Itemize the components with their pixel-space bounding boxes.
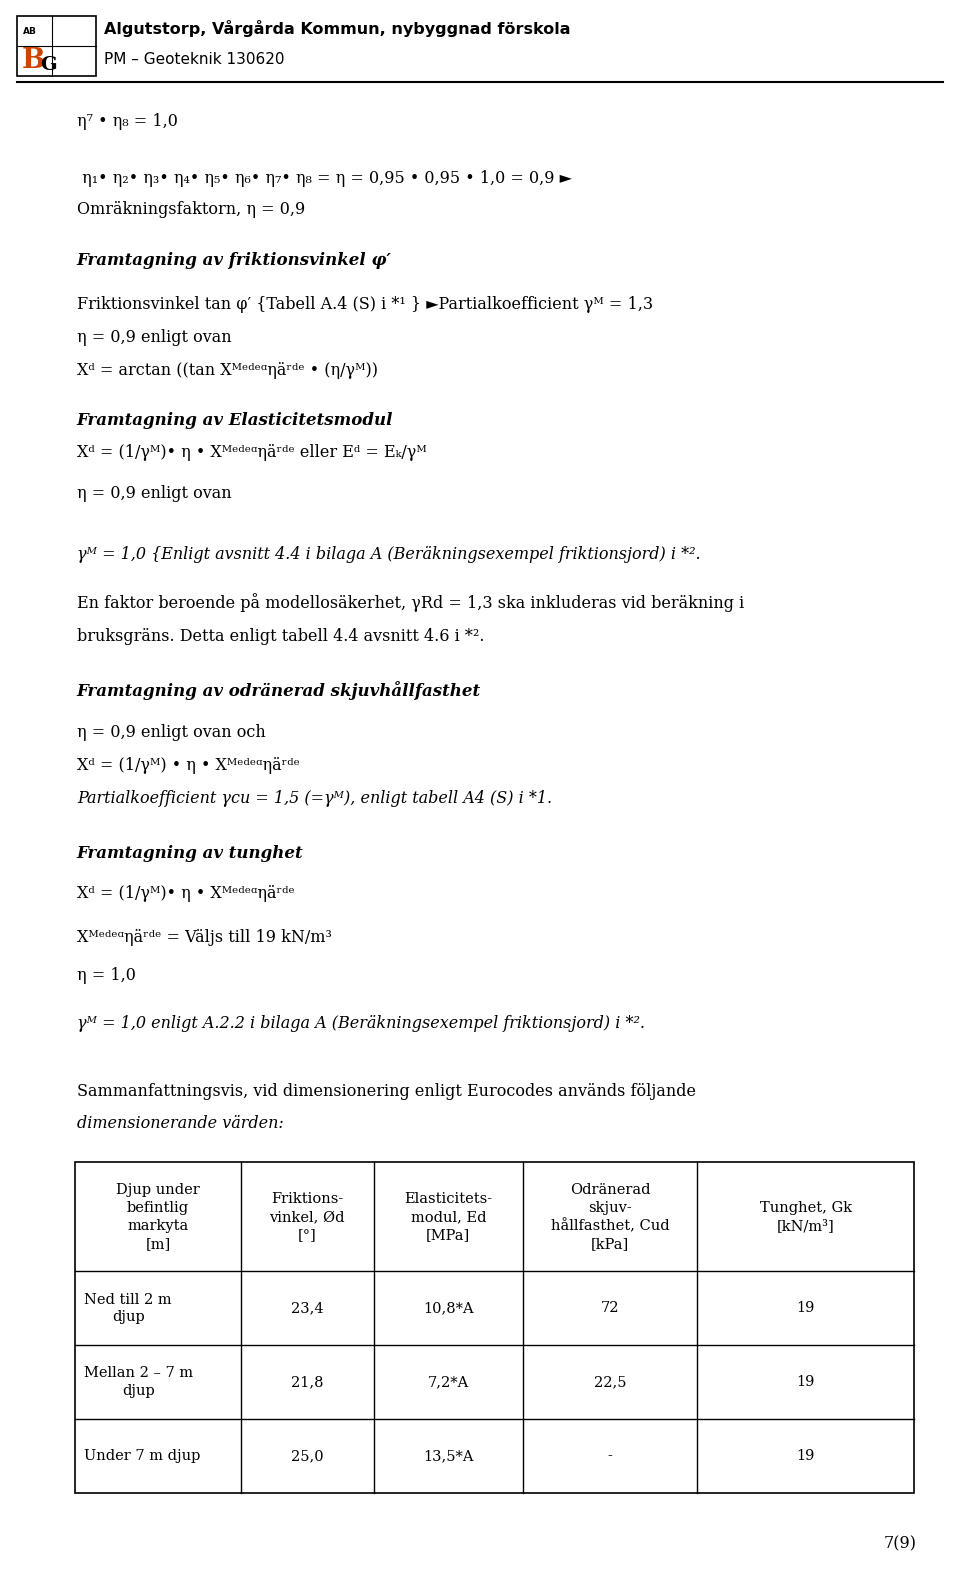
Text: 13,5*A: 13,5*A <box>423 1449 473 1463</box>
Text: 10,8*A: 10,8*A <box>423 1301 473 1315</box>
Text: η = 1,0: η = 1,0 <box>77 967 135 984</box>
Text: 19: 19 <box>797 1301 815 1315</box>
Text: 19: 19 <box>797 1449 815 1463</box>
Text: Odränerad
skjuv-
hållfasthet, Cud
[kPa]: Odränerad skjuv- hållfasthet, Cud [kPa] <box>551 1183 669 1251</box>
Text: γᴹ = 1,0 enligt A.2.2 i bilaga A (Beräkningsexempel friktionsjord) i *².: γᴹ = 1,0 enligt A.2.2 i bilaga A (Beräkn… <box>77 1016 645 1033</box>
Text: Elasticitets-
modul, Ed
[MPa]: Elasticitets- modul, Ed [MPa] <box>404 1192 492 1241</box>
Text: dimensionerande värden:: dimensionerande värden: <box>77 1115 283 1132</box>
Text: Ned till 2 m
djup: Ned till 2 m djup <box>84 1293 172 1325</box>
Text: 19: 19 <box>797 1375 815 1389</box>
Text: Framtagning av tunghet: Framtagning av tunghet <box>77 846 303 863</box>
Bar <box>17 16 96 76</box>
Text: γᴹ = 1,0 {Enligt avsnitt 4.4 i bilaga A (Beräkningsexempel friktionsjord) i *².: γᴹ = 1,0 {Enligt avsnitt 4.4 i bilaga A … <box>77 547 701 564</box>
Text: Xᵈ = (1/γᴹ) • η • Xᴹᵉᵈᵉᵅηäʳᵈᵉ: Xᵈ = (1/γᴹ) • η • Xᴹᵉᵈᵉᵅηäʳᵈᵉ <box>77 758 300 775</box>
Text: Friktions-
vinkel, Ød
[°]: Friktions- vinkel, Ød [°] <box>270 1192 345 1241</box>
Text: 23,4: 23,4 <box>291 1301 324 1315</box>
Text: η = 0,9 enligt ovan: η = 0,9 enligt ovan <box>77 329 231 346</box>
Text: η = 0,9 enligt ovan: η = 0,9 enligt ovan <box>77 485 231 502</box>
Text: η⁷ • η₈ = 1,0: η⁷ • η₈ = 1,0 <box>77 113 178 131</box>
Bar <box>75 1162 914 1493</box>
Text: 7(9): 7(9) <box>884 1536 917 1551</box>
Text: -: - <box>608 1449 612 1463</box>
Text: B: B <box>22 47 45 74</box>
Text: G: G <box>40 57 57 74</box>
Text: Tunghet, Gk
[kN/m³]: Tunghet, Gk [kN/m³] <box>759 1202 852 1233</box>
Text: Under 7 m djup: Under 7 m djup <box>84 1449 201 1463</box>
Text: Xᴹᵉᵈᵉᵅηäʳᵈᵉ = Väljs till 19 kN/m³: Xᴹᵉᵈᵉᵅηäʳᵈᵉ = Väljs till 19 kN/m³ <box>77 929 332 947</box>
Text: En faktor beroende på modellosäkerhet, γRd = 1,3 ska inkluderas vid beräkning i: En faktor beroende på modellosäkerhet, γ… <box>77 594 744 613</box>
Text: Framtagning av Elasticitetsmodul: Framtagning av Elasticitetsmodul <box>77 413 394 430</box>
Text: Partialkoefficient γcu = 1,5 (=γᴹ), enligt tabell A4 (S) i *1.: Partialkoefficient γcu = 1,5 (=γᴹ), enli… <box>77 791 552 808</box>
Text: Omräkningsfaktorn, η = 0,9: Omräkningsfaktorn, η = 0,9 <box>77 202 305 219</box>
Text: Xᵈ = arctan ((tan Xᴹᵉᵈᵉᵅηäʳᵈᵉ • (η/γᴹ)): Xᵈ = arctan ((tan Xᴹᵉᵈᵉᵅηäʳᵈᵉ • (η/γᴹ)) <box>77 362 378 380</box>
Text: 7,2*A: 7,2*A <box>427 1375 468 1389</box>
Text: AB: AB <box>23 27 36 36</box>
Text: η₁• η₂• η₃• η₄• η₅• η₆• η₇• η₈ = η = 0,95 • 0,95 • 1,0 = 0,9 ►: η₁• η₂• η₃• η₄• η₅• η₆• η₇• η₈ = η = 0,9… <box>77 170 571 187</box>
Text: Framtagning av friktionsvinkel φ′: Framtagning av friktionsvinkel φ′ <box>77 252 392 269</box>
Text: Framtagning av odränerad skjuvhållfasthet: Framtagning av odränerad skjuvhållfasthe… <box>77 680 481 701</box>
Text: 25,0: 25,0 <box>291 1449 324 1463</box>
Text: PM – Geoteknik 130620: PM – Geoteknik 130620 <box>104 52 284 68</box>
Text: Djup under
befintlig
markyta
[m]: Djup under befintlig markyta [m] <box>116 1183 200 1251</box>
Text: Mellan 2 – 7 m
djup: Mellan 2 – 7 m djup <box>84 1367 194 1399</box>
Text: 72: 72 <box>601 1301 619 1315</box>
Text: Algutstorp, Vårgårda Kommun, nybyggnad förskola: Algutstorp, Vårgårda Kommun, nybyggnad f… <box>104 20 570 36</box>
Text: bruksgräns. Detta enligt tabell 4.4 avsnitt 4.6 i *².: bruksgräns. Detta enligt tabell 4.4 avsn… <box>77 628 484 646</box>
Text: Sammanfattningsvis, vid dimensionering enligt Eurocodes används följande: Sammanfattningsvis, vid dimensionering e… <box>77 1084 696 1101</box>
Text: 21,8: 21,8 <box>291 1375 324 1389</box>
Text: η = 0,9 enligt ovan och: η = 0,9 enligt ovan och <box>77 724 266 742</box>
Text: Xᵈ = (1/γᴹ)• η • Xᴹᵉᵈᵉᵅηäʳᵈᵉ eller Eᵈ = Eₖ/γᴹ: Xᵈ = (1/γᴹ)• η • Xᴹᵉᵈᵉᵅηäʳᵈᵉ eller Eᵈ = … <box>77 444 426 461</box>
Text: Friktionsvinkel tan φ′ {Tabell A.4 (S) i *¹ } ►Partialkoefficient γᴹ = 1,3: Friktionsvinkel tan φ′ {Tabell A.4 (S) i… <box>77 296 653 313</box>
Text: Xᵈ = (1/γᴹ)• η • Xᴹᵉᵈᵉᵅηäʳᵈᵉ: Xᵈ = (1/γᴹ)• η • Xᴹᵉᵈᵉᵅηäʳᵈᵉ <box>77 885 295 902</box>
Text: 22,5: 22,5 <box>594 1375 627 1389</box>
